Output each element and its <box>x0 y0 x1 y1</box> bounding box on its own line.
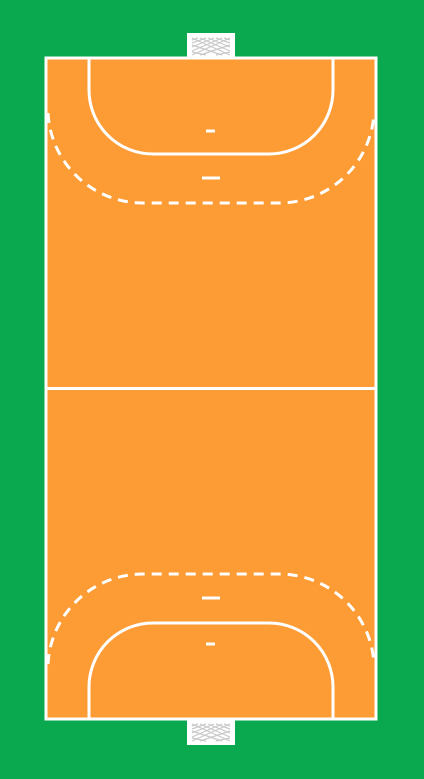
top-goal <box>187 33 235 59</box>
top-goal-area <box>87 58 335 156</box>
bottom-goal-area <box>87 621 335 719</box>
bottom-free-throw-line <box>46 572 376 665</box>
top-free-throw-line <box>46 112 376 205</box>
bottom-goal <box>187 719 235 745</box>
